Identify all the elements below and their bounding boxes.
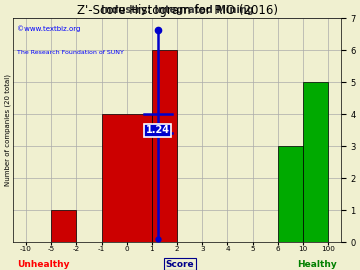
Y-axis label: Number of companies (20 total): Number of companies (20 total) [4, 74, 11, 186]
Bar [102, 114, 152, 242]
Text: ©www.textbiz.org: ©www.textbiz.org [17, 25, 80, 32]
Text: Industry: Integrated Mining: Industry: Integrated Mining [101, 5, 253, 15]
Text: Healthy: Healthy [297, 260, 337, 269]
Title: Z'-Score Histogram for RIO (2016): Z'-Score Histogram for RIO (2016) [77, 4, 278, 17]
Text: 1.24: 1.24 [146, 125, 170, 135]
Text: Score: Score [166, 260, 194, 269]
Bar [51, 210, 76, 242]
Bar [152, 50, 177, 242]
Text: The Research Foundation of SUNY: The Research Foundation of SUNY [17, 50, 123, 55]
Bar [278, 146, 303, 242]
Bar [303, 82, 328, 242]
Text: Unhealthy: Unhealthy [17, 260, 69, 269]
